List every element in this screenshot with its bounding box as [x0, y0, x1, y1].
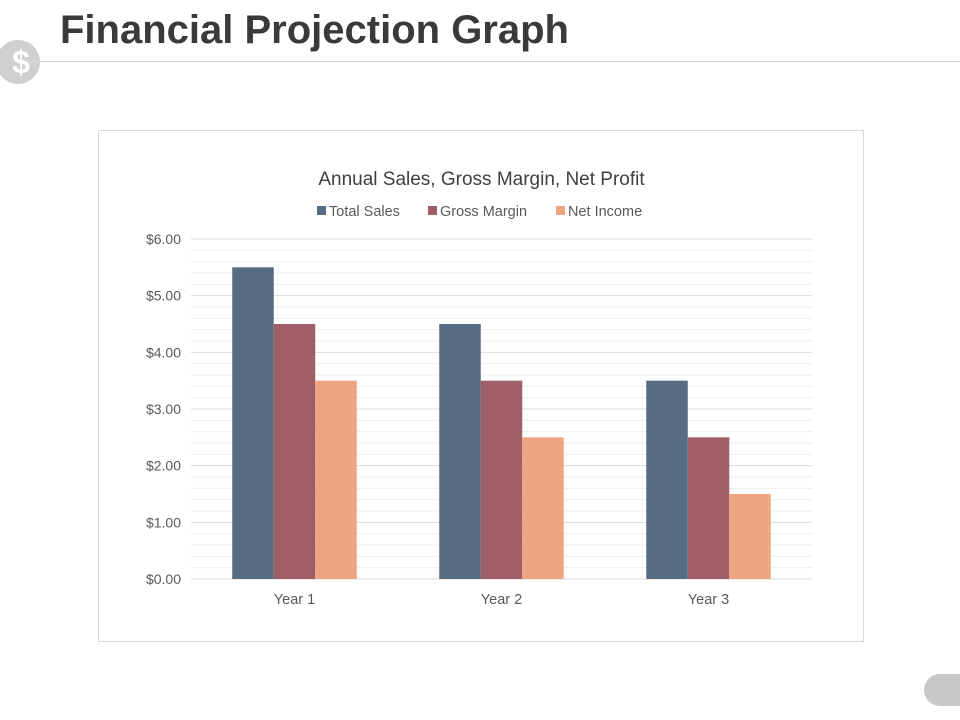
bar	[315, 380, 357, 579]
legend-swatch	[317, 206, 326, 215]
legend-label: Gross Margin	[440, 204, 527, 220]
bar	[522, 437, 564, 579]
y-tick-label: $6.00	[146, 231, 181, 247]
bar	[232, 267, 274, 579]
dollar-glyph: $	[12, 44, 30, 80]
chart-title: Annual Sales, Gross Margin, Net Profit	[318, 169, 645, 190]
x-tick-label: Year 3	[688, 592, 729, 608]
bar	[646, 380, 688, 579]
bar	[273, 324, 316, 579]
chart-container: Annual Sales, Gross Margin, Net Profit To…	[98, 130, 864, 642]
bar-chart: Annual Sales, Gross Margin, Net Profit To…	[146, 169, 812, 608]
legend-label: Total Sales	[329, 204, 400, 220]
x-tick-label: Year 1	[274, 592, 315, 608]
bar	[439, 324, 481, 579]
page-title: Financial Projection Graph	[60, 8, 569, 52]
corner-decoration	[924, 674, 960, 706]
legend-label: Net Income	[568, 204, 642, 220]
bar	[687, 437, 730, 579]
y-tick-label: $0.00	[146, 571, 181, 587]
x-tick-label: Year 2	[481, 592, 522, 608]
y-tick-label: $3.00	[146, 401, 181, 417]
bar	[729, 494, 771, 579]
y-tick-label: $4.00	[146, 344, 181, 360]
y-tick-label: $1.00	[146, 514, 181, 530]
legend-swatch	[428, 206, 437, 215]
title-divider	[30, 61, 960, 62]
dollar-icon: $	[0, 40, 40, 84]
y-tick-label: $2.00	[146, 458, 181, 474]
y-tick-label: $5.00	[146, 288, 181, 304]
bar	[480, 380, 523, 579]
legend-swatch	[556, 206, 565, 215]
